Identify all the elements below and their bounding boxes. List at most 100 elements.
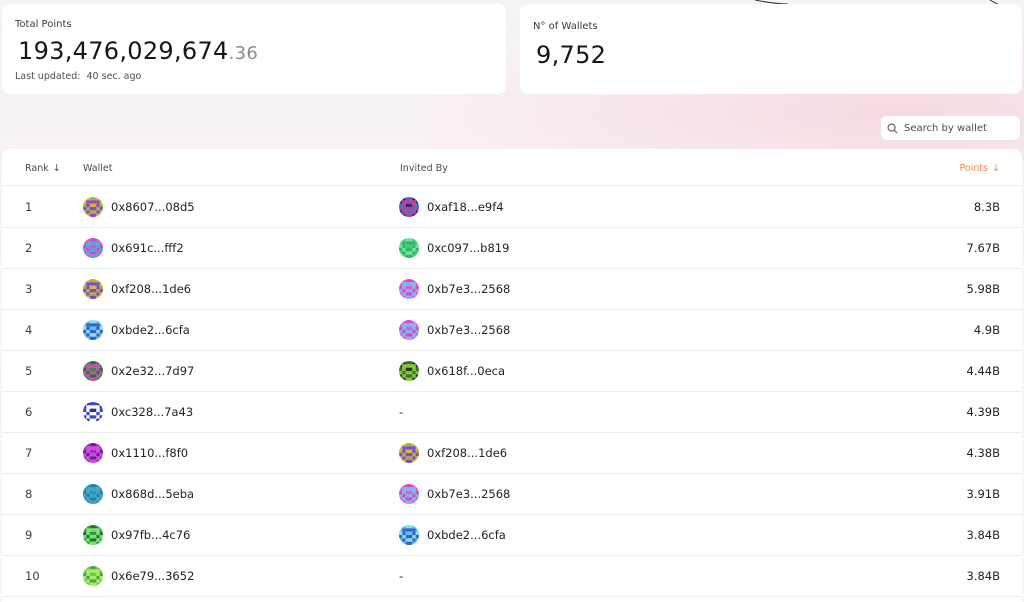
table-row[interactable]: 4 0xbde2...6cfa 0xb7e3...2568 4.9B bbox=[2, 309, 1022, 351]
points-cell: 3.91B bbox=[966, 486, 1001, 501]
wallet-address: 0x2e32...7d97 bbox=[111, 363, 195, 378]
inviter-avatar bbox=[399, 360, 419, 381]
wallets-count-label: N° of Wallets bbox=[533, 21, 598, 32]
inviter-address: 0x618f...0eca bbox=[427, 363, 506, 378]
invited-by-cell[interactable]: 0xc097...b819 bbox=[399, 227, 509, 268]
invited-by-cell[interactable]: 0xbde2...6cfa bbox=[399, 514, 506, 555]
last-updated: Last updated: 40 sec. ago bbox=[15, 71, 141, 82]
inviter-avatar bbox=[399, 524, 419, 545]
total-points-value: 193,476,029,674.36 bbox=[18, 37, 258, 65]
table-row[interactable]: 7 0x1110...f8f0 0xf208...1de6 4.38B bbox=[2, 432, 1022, 474]
arrow-down-icon: ↓ bbox=[992, 163, 1000, 174]
wallet-address: 0x1110...f8f0 bbox=[111, 445, 189, 460]
wallet-address: 0x6e79...3652 bbox=[111, 568, 195, 583]
rank-cell: 10 bbox=[25, 568, 40, 583]
inviter-avatar bbox=[399, 483, 419, 504]
points-cell: 4.39B bbox=[966, 404, 1001, 419]
inviter-address: 0xb7e3...2568 bbox=[427, 322, 511, 337]
points-cell: 3.84B bbox=[966, 527, 1001, 542]
wallet-cell[interactable]: 0x1110...f8f0 bbox=[83, 432, 188, 473]
inviter-address: 0xaf18...e9f4 bbox=[427, 199, 504, 214]
table-row[interactable]: 5 0x2e32...7d97 0x618f...0eca 4.44B bbox=[2, 350, 1022, 392]
wallet-avatar bbox=[83, 237, 103, 258]
search-input[interactable] bbox=[902, 121, 1016, 135]
arrow-down-icon: ↓ bbox=[52, 163, 61, 174]
wallet-cell[interactable]: 0x8607...08d5 bbox=[83, 186, 195, 227]
wallet-avatar bbox=[83, 196, 103, 217]
wallet-cell[interactable]: 0x691c...fff2 bbox=[83, 227, 184, 268]
wallet-avatar bbox=[83, 319, 103, 340]
total-points-card: Total Points 193,476,029,674.36 Last upd… bbox=[2, 4, 506, 94]
wallet-address: 0xf208...1de6 bbox=[111, 281, 192, 296]
table-row[interactable]: 8 0x868d...5eba 0xb7e3...2568 3.91B bbox=[2, 473, 1022, 515]
table-row[interactable]: 6 0xc328...7a43 - 4.39B bbox=[2, 391, 1022, 433]
rank-cell: 5 bbox=[25, 363, 33, 378]
wallet-avatar bbox=[83, 278, 103, 299]
inviter-avatar bbox=[399, 278, 419, 299]
inviter-avatar bbox=[399, 442, 419, 463]
wallet-address: 0xbde2...6cfa bbox=[111, 322, 190, 337]
invited-by-cell[interactable]: 0xf208...1de6 bbox=[399, 432, 507, 473]
wallet-cell[interactable]: 0x6e79...3652 bbox=[83, 555, 194, 596]
wallet-avatar bbox=[83, 524, 103, 545]
rank-cell: 3 bbox=[25, 281, 33, 296]
wallet-address: 0x97fb...4c76 bbox=[111, 527, 191, 542]
table-row[interactable]: 3 0xf208...1de6 0xb7e3...2568 5.98B bbox=[2, 268, 1022, 310]
wallets-count-value: 9,752 bbox=[536, 41, 607, 69]
wallet-cell[interactable]: 0xbde2...6cfa bbox=[83, 309, 190, 350]
header-rank-label: Rank bbox=[25, 163, 49, 174]
wallet-avatar bbox=[83, 360, 103, 381]
rank-cell: 2 bbox=[25, 240, 33, 255]
wallet-cell[interactable]: 0xc328...7a43 bbox=[83, 391, 193, 432]
invited-by-cell: - bbox=[399, 391, 403, 432]
rank-cell: 6 bbox=[25, 404, 33, 419]
inviter-address: 0xbde2...6cfa bbox=[427, 527, 506, 542]
inviter-address: 0xf208...1de6 bbox=[427, 445, 508, 460]
total-points-decimals: .36 bbox=[228, 43, 259, 64]
inviter-avatar bbox=[399, 196, 419, 217]
points-cell: 5.98B bbox=[966, 281, 1001, 296]
wallet-avatar bbox=[83, 565, 103, 586]
wallet-avatar bbox=[83, 442, 103, 463]
header-points[interactable]: Points ↓ bbox=[959, 163, 1000, 174]
inviter-avatar bbox=[399, 319, 419, 340]
inviter-address: 0xb7e3...2568 bbox=[427, 486, 511, 501]
invited-by-cell[interactable]: 0xb7e3...2568 bbox=[399, 268, 510, 309]
points-cell: 4.44B bbox=[966, 363, 1001, 378]
table-header: Rank ↓ Wallet Invited By Points ↓ bbox=[2, 149, 1022, 186]
table-row[interactable]: 1 0x8607...08d5 0xaf18...e9f4 8.3B bbox=[2, 186, 1022, 228]
invited-by-cell[interactable]: 0x618f...0eca bbox=[399, 350, 505, 391]
wallet-avatar bbox=[83, 483, 103, 504]
inviter-address: - bbox=[399, 568, 404, 583]
wallet-address: 0x868d...5eba bbox=[111, 486, 195, 501]
table-row[interactable]: 2 0x691c...fff2 0xc097...b819 7.67B bbox=[2, 227, 1022, 269]
inviter-address: 0xb7e3...2568 bbox=[427, 281, 511, 296]
search-box[interactable] bbox=[880, 115, 1021, 141]
header-wallet: Wallet bbox=[83, 163, 113, 174]
invited-by-cell[interactable]: 0xb7e3...2568 bbox=[399, 473, 510, 514]
wallet-cell[interactable]: 0xf208...1de6 bbox=[83, 268, 191, 309]
inviter-address: 0xc097...b819 bbox=[427, 240, 510, 255]
table-row[interactable]: 10 0x6e79...3652 - 3.84B bbox=[2, 555, 1022, 597]
header-invited-by: Invited By bbox=[400, 163, 448, 174]
wallet-cell[interactable]: 0x2e32...7d97 bbox=[83, 350, 194, 391]
invited-by-cell[interactable]: 0xaf18...e9f4 bbox=[399, 186, 504, 227]
wallet-cell[interactable]: 0x97fb...4c76 bbox=[83, 514, 190, 555]
rank-cell: 9 bbox=[25, 527, 33, 542]
points-cell: 7.67B bbox=[966, 240, 1001, 255]
rank-cell: 7 bbox=[25, 445, 33, 460]
rank-cell: 4 bbox=[25, 322, 33, 337]
total-points-integer: 193,476,029,674 bbox=[18, 37, 229, 65]
points-cell: 3.84B bbox=[966, 568, 1001, 583]
invited-by-cell: - bbox=[399, 555, 403, 596]
rank-cell: 1 bbox=[25, 199, 33, 214]
wallet-address: 0x8607...08d5 bbox=[111, 199, 195, 214]
last-updated-label: Last updated: bbox=[15, 71, 81, 82]
invited-by-cell[interactable]: 0xb7e3...2568 bbox=[399, 309, 510, 350]
wallet-cell[interactable]: 0x868d...5eba bbox=[83, 473, 194, 514]
search-icon bbox=[887, 123, 898, 133]
total-points-label: Total Points bbox=[15, 19, 72, 30]
points-cell: 8.3B bbox=[973, 199, 1000, 214]
table-row[interactable]: 9 0x97fb...4c76 0xbde2...6cfa 3.84B bbox=[2, 514, 1022, 556]
header-rank[interactable]: Rank ↓ bbox=[25, 163, 61, 174]
